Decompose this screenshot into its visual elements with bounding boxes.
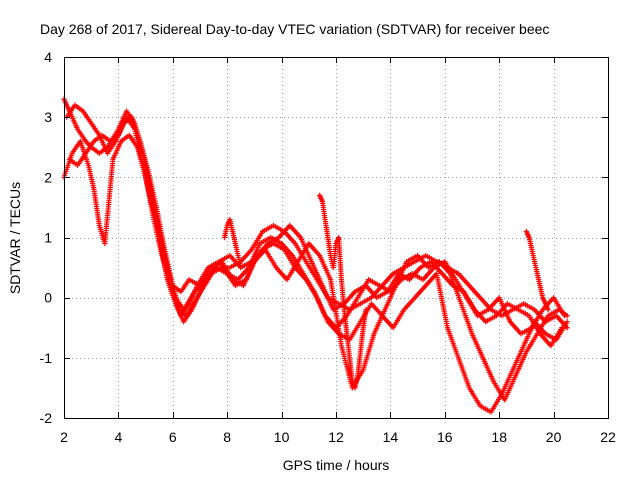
series-track-4 [61, 132, 570, 415]
x-tick-label: 6 [169, 429, 177, 445]
x-tick-label: 16 [437, 429, 453, 445]
y-axis-title: SDTVAR / TECUs [7, 182, 23, 294]
y-tick-label: 1 [44, 230, 52, 246]
x-tick-label: 8 [223, 429, 231, 445]
series-track-7 [221, 216, 244, 271]
axis-ticks [64, 57, 609, 419]
x-axis-title: GPS time / hours [283, 457, 390, 473]
chart-title: Day 268 of 2017, Sidereal Day-to-day VTE… [40, 21, 549, 37]
x-tick-label: 4 [115, 429, 123, 445]
x-axis-labels: 2 4 6 8 10 12 14 16 18 20 22 [60, 429, 616, 445]
y-tick-label: 4 [44, 49, 52, 65]
x-tick-label: 18 [491, 429, 507, 445]
y-tick-label: 0 [44, 290, 52, 306]
y-tick-label: 2 [44, 169, 52, 185]
data-point [564, 313, 570, 319]
data-point [564, 319, 570, 325]
data-point [238, 264, 244, 271]
series-track-2 [64, 102, 568, 337]
grid [64, 57, 608, 418]
y-axis-labels: -2 -1 0 1 2 3 4 [40, 49, 53, 426]
data-marks [61, 96, 570, 415]
x-tick-label: 2 [60, 429, 68, 445]
y-tick-label: -2 [40, 410, 53, 426]
x-tick-label: 22 [600, 429, 616, 445]
data-point [363, 307, 369, 313]
x-tick-label: 12 [328, 429, 344, 445]
x-tick-label: 14 [383, 429, 399, 445]
series-track-6 [317, 192, 369, 391]
data-point [545, 307, 551, 313]
y-tick-label: 3 [44, 109, 52, 125]
x-tick-label: 20 [546, 429, 562, 445]
series-track-8 [523, 228, 551, 313]
y-tick-label: -1 [40, 350, 53, 366]
series-track-5 [170, 240, 570, 403]
x-tick-label: 10 [274, 429, 290, 445]
